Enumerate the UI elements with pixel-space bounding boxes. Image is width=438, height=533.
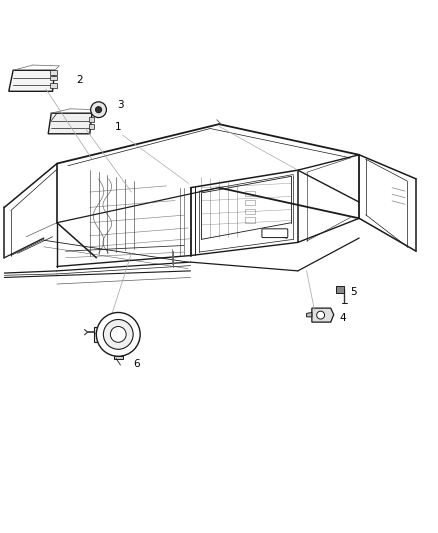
Polygon shape xyxy=(9,70,55,91)
Circle shape xyxy=(91,102,106,118)
Bar xyxy=(245,200,255,205)
Bar xyxy=(336,286,344,293)
Bar xyxy=(245,217,255,223)
Bar xyxy=(89,117,94,122)
FancyBboxPatch shape xyxy=(262,229,288,238)
Circle shape xyxy=(95,107,102,113)
Text: 3: 3 xyxy=(117,100,124,110)
Polygon shape xyxy=(94,327,105,342)
Circle shape xyxy=(110,327,126,342)
Bar xyxy=(50,84,57,88)
Polygon shape xyxy=(114,356,123,359)
Bar xyxy=(50,70,57,75)
Bar xyxy=(50,76,57,80)
Polygon shape xyxy=(312,308,334,322)
Circle shape xyxy=(103,319,133,349)
Bar xyxy=(89,124,94,128)
Text: 5: 5 xyxy=(350,287,357,297)
Circle shape xyxy=(317,311,325,319)
Text: 6: 6 xyxy=(134,359,140,369)
Bar xyxy=(245,191,255,197)
Circle shape xyxy=(96,312,140,356)
Text: 4: 4 xyxy=(339,313,346,323)
Bar xyxy=(245,209,255,214)
Polygon shape xyxy=(307,312,312,317)
Text: 2: 2 xyxy=(77,75,83,85)
Polygon shape xyxy=(48,113,92,134)
Text: 1: 1 xyxy=(115,122,121,132)
